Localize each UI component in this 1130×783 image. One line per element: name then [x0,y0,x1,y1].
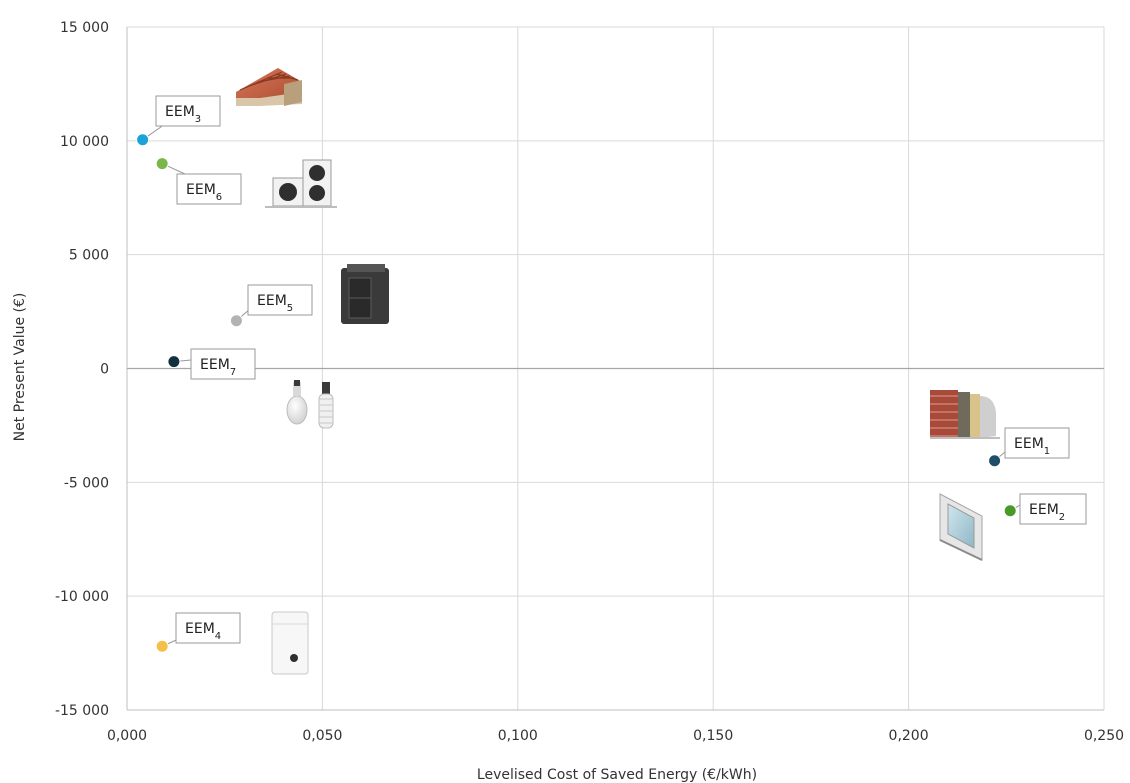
light-bulbs-icon [286,380,334,429]
axes [126,27,1104,711]
data-label: EEM1 [994,427,1070,462]
data-point [988,454,1002,468]
brick-wall-insulation-icon [930,390,1000,439]
x-tick-label: 0,250 [1084,728,1124,744]
label-box [190,348,256,380]
label-box [176,173,242,205]
x-tick-label: 0,000 [107,728,147,744]
pellet-boiler-icon [341,264,389,324]
y-tick-label: 15 000 [60,20,109,36]
y-axis-title: Net Present Value (€) [12,293,28,442]
x-tick-label: 0,050 [302,728,342,744]
y-tick-label: 0 [100,362,109,378]
data-point [155,639,169,653]
y-tick-label: -5 000 [64,475,109,491]
data-point [155,157,169,171]
x-tick-label: 0,200 [889,728,929,744]
data-point [136,133,150,147]
label-text: EEM1 [1014,436,1050,457]
data-label: EEM3 [142,95,221,141]
roof-insulation-icon [236,68,302,106]
x-tick-label: 0,150 [693,728,733,744]
label-text: EEM7 [200,357,236,378]
y-tick-label: 10 000 [60,134,109,150]
y-tick-label: 5 000 [69,248,109,264]
label-text: EEM5 [257,293,293,314]
data-label: EEM4 [161,612,241,647]
window-frame-icon [939,493,983,561]
data-point [1003,504,1017,518]
boiler-icon [271,611,309,675]
measure-icons [236,68,1000,675]
y-tick-label: -10 000 [55,589,109,605]
data-label: EEM7 [173,348,256,380]
label-text: EEM4 [185,621,221,642]
label-text: EEM2 [1029,502,1065,523]
y-tick-label: -15 000 [55,703,109,719]
x-axis-title: Levelised Cost of Saved Energy (€/kWh) [477,767,757,783]
data-points [136,133,1017,653]
data-label: EEM2 [1009,493,1087,525]
tick-labels: 0,000 0,050 0,100 0,150 0,200 0,250 15 000 10 0… [55,20,1124,744]
data-label: EEM5 [236,284,313,322]
label-box [1004,427,1070,459]
x-tick-label: 0,100 [498,728,538,744]
label-box [247,284,313,316]
label-text: EEM3 [165,104,201,125]
data-point [167,355,181,369]
label-box [155,95,221,127]
label-box [1019,493,1087,525]
heat-pump-icon [265,159,337,208]
data-label: EEM6 [161,163,242,205]
data-point [229,314,243,328]
label-box [175,612,241,644]
label-text: EEM6 [186,182,222,203]
